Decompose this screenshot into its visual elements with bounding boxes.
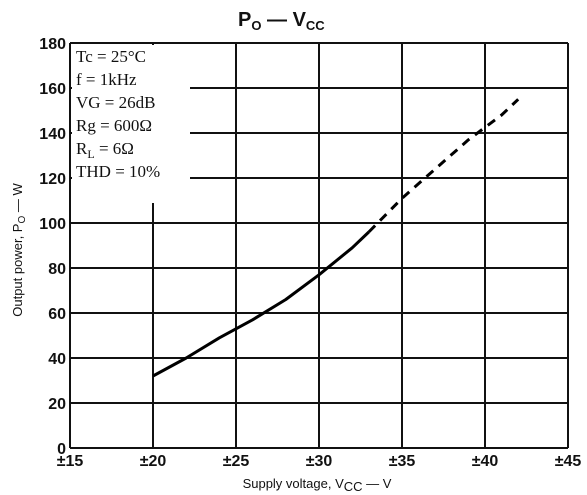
series-line-solid bbox=[152, 230, 370, 378]
y-axis-label: Output power, PO — W bbox=[10, 183, 28, 317]
x-tick-label: ±40 bbox=[472, 453, 499, 470]
condition-line: f = 1kHz bbox=[76, 70, 137, 89]
condition-line: Rg = 600Ω bbox=[76, 116, 152, 135]
y-tick-label: 100 bbox=[39, 216, 66, 233]
condition-line: RL = 6Ω bbox=[76, 139, 134, 161]
y-tick-label: 160 bbox=[39, 81, 66, 98]
x-tick-label: ±15 bbox=[57, 453, 84, 470]
y-tick-label: 0 bbox=[57, 441, 66, 458]
x-tick-label: ±35 bbox=[389, 453, 416, 470]
y-tick-label: 60 bbox=[48, 306, 66, 323]
x-axis-label: Supply voltage, VCC — V bbox=[243, 476, 392, 494]
y-tick-label: 20 bbox=[48, 396, 66, 413]
y-tick-labels: 0 20 40 60 80 100 120 140 160 180 bbox=[39, 36, 66, 458]
y-tick-label: 40 bbox=[48, 351, 66, 368]
condition-line: THD = 10% bbox=[76, 162, 160, 181]
conditions-box: Tc = 25°C f = 1kHz VG = 26dB Rg = 600Ω RL = … bbox=[72, 45, 190, 203]
series-lines bbox=[152, 98, 520, 378]
condition-line: Tc = 25°C bbox=[76, 47, 146, 66]
chart-title: PO — VCC bbox=[238, 9, 325, 33]
y-tick-label: 80 bbox=[48, 261, 66, 278]
condition-line: VG = 26dB bbox=[76, 93, 155, 112]
x-tick-label: ±30 bbox=[306, 453, 333, 470]
y-tick-label: 120 bbox=[39, 171, 66, 188]
x-tick-labels: ±15 ±20 ±25 ±30 ±35 ±40 ±45 bbox=[57, 453, 582, 470]
x-tick-label: ±20 bbox=[140, 453, 167, 470]
series-line-dashed bbox=[367, 98, 520, 234]
y-tick-label: 140 bbox=[39, 126, 66, 143]
x-tick-label: ±45 bbox=[555, 453, 582, 470]
conditions-background bbox=[72, 45, 190, 203]
x-tick-label: ±25 bbox=[223, 453, 250, 470]
y-tick-label: 180 bbox=[39, 36, 66, 53]
